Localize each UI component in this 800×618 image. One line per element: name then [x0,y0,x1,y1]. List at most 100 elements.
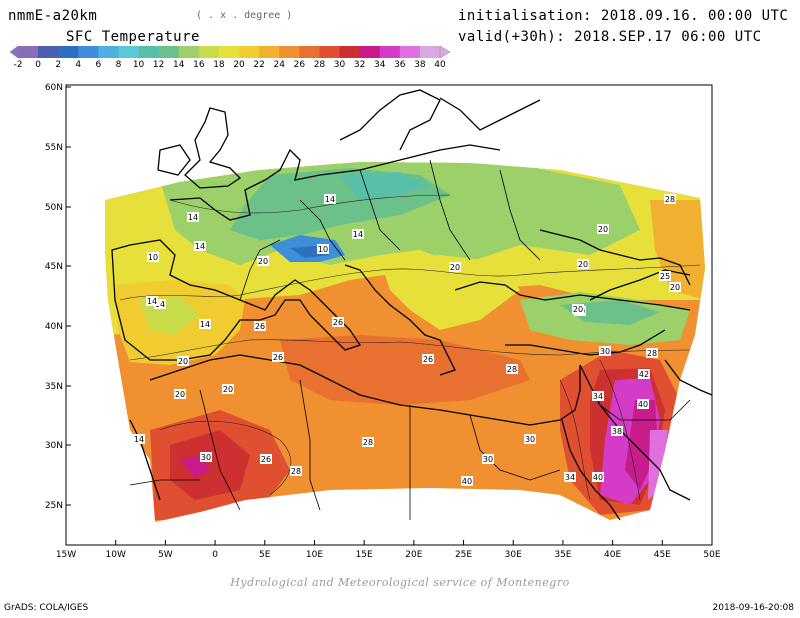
svg-text:28: 28 [665,195,675,204]
colorbar-swatch [18,46,39,58]
contour-label: 30 [524,434,536,444]
isotherms [119,194,701,501]
map-frame [65,84,713,546]
colorbar-swatch [58,46,79,58]
colorbar-swatch [319,46,341,58]
svg-text:14: 14 [353,230,363,239]
colorbar-swatch [259,46,280,58]
contour-label: 26 [332,317,344,327]
svg-text:26: 26 [273,353,283,362]
svg-text:14: 14 [200,320,210,329]
x-tick-label: 15E [356,550,373,560]
colorbar-label: 32 [353,60,366,70]
contour-label: 34 [592,391,604,401]
svg-text:28: 28 [363,438,373,447]
borders [129,159,691,520]
colorbar-label: 16 [193,60,205,70]
model-name: nmmE-a20km [8,8,98,24]
x-tick-label: 25E [455,550,472,560]
colorbar-swatch [279,46,300,58]
contour-label: 14 [187,212,199,222]
colorbar [10,45,450,59]
field-name: SFC Temperature [66,29,200,45]
svg-text:28: 28 [647,349,657,358]
contour-label: 10 [317,244,329,254]
valid-time: valid(+30h): 2018.SEP.17 06:00 UTC [458,29,762,45]
contour-label: 28 [664,194,676,204]
contour-label: 14 [199,319,211,329]
svg-text:26: 26 [423,355,433,364]
svg-text:14: 14 [188,213,198,222]
colorbar-swatch [399,46,421,58]
svg-text:14: 14 [134,435,144,444]
x-tick-label: 10W [106,550,126,560]
svg-text:20: 20 [578,260,588,269]
contour-label: 20 [177,356,189,366]
y-tick-label: 55N [45,143,63,153]
colorbar-label: 10 [132,60,145,70]
contour-label: 30 [599,346,611,356]
svg-text:20: 20 [178,357,188,366]
contour-label: 28 [506,364,518,374]
colorbar-swatch [138,46,160,58]
contour-label: 38 [611,426,623,436]
y-tick-label: 50N [45,203,63,213]
colorbar-swatch [359,46,381,58]
svg-text:20: 20 [450,263,460,272]
y-tick-label: 40N [45,322,63,332]
colorbar-label: 4 [75,60,82,70]
svg-text:38: 38 [612,427,622,436]
colorbar-label: 14 [173,60,185,70]
colorbar-label: 6 [95,60,102,70]
y-tick-label: 35N [45,382,63,392]
contour-label: 14 [194,241,206,251]
x-axis: 15W 10W 5W 0 5E 10E 15E 20E 25E 30E 35E 40E 45E 50E [56,540,721,560]
x-tick-label: 10E [306,550,323,560]
svg-text:30: 30 [600,347,610,356]
colorbar-label: 38 [414,60,426,70]
contour-label: 10 [147,252,159,262]
colorbar-swatch [339,46,361,58]
contour-label: 40 [592,472,604,482]
contour-label: 26 [272,352,284,362]
colorbar-label: 28 [313,60,326,70]
svg-text:14: 14 [155,300,165,309]
init-time: initialisation: 2018.09.16. 00:00 UTC [458,8,789,24]
svg-text:34: 34 [593,392,603,401]
colorbar-swatch [38,46,59,58]
contour-label: 14 [146,296,158,306]
colorbar-label: 22 [253,60,265,70]
contour-label: 20 [669,282,681,292]
contour-label: 20 [449,262,461,272]
contour-label: 26 [422,354,434,364]
x-tick-label: 45E [654,550,671,560]
render-timestamp: 2018-09-16-20:08 [712,603,795,613]
contour-label: 20 [597,224,609,234]
colorbar-swatch [78,46,99,58]
x-tick-label: 20E [405,550,422,560]
svg-text:20: 20 [258,257,268,266]
contour-label: 20 [222,384,234,394]
contour-label: 34 [564,472,576,482]
contour-label: 20 [174,389,186,399]
y-tick-label: 30N [45,441,63,451]
svg-text:14: 14 [325,195,335,204]
svg-text:14: 14 [147,297,157,306]
contour-label: 42 [638,369,650,379]
x-tick-label: 0 [212,550,218,560]
colorbar-swatch [158,46,180,58]
svg-text:20: 20 [573,305,583,314]
colorbar-swatch [198,46,220,58]
y-axis: 60N 55N 50N 45N 40N 35N 30N 25N [45,83,71,511]
contour-label: 20 [577,259,589,269]
svg-text:10: 10 [318,245,328,254]
contour-label: 40 [637,399,649,409]
x-tick-label: 5E [259,550,271,560]
svg-text:30: 30 [483,455,493,464]
temperature-field [105,162,705,522]
colorbar-right-arrow [439,45,450,59]
contour-label: 20 [257,256,269,266]
colorbar-label: 30 [333,60,346,70]
x-tick-label: 30E [505,550,522,560]
